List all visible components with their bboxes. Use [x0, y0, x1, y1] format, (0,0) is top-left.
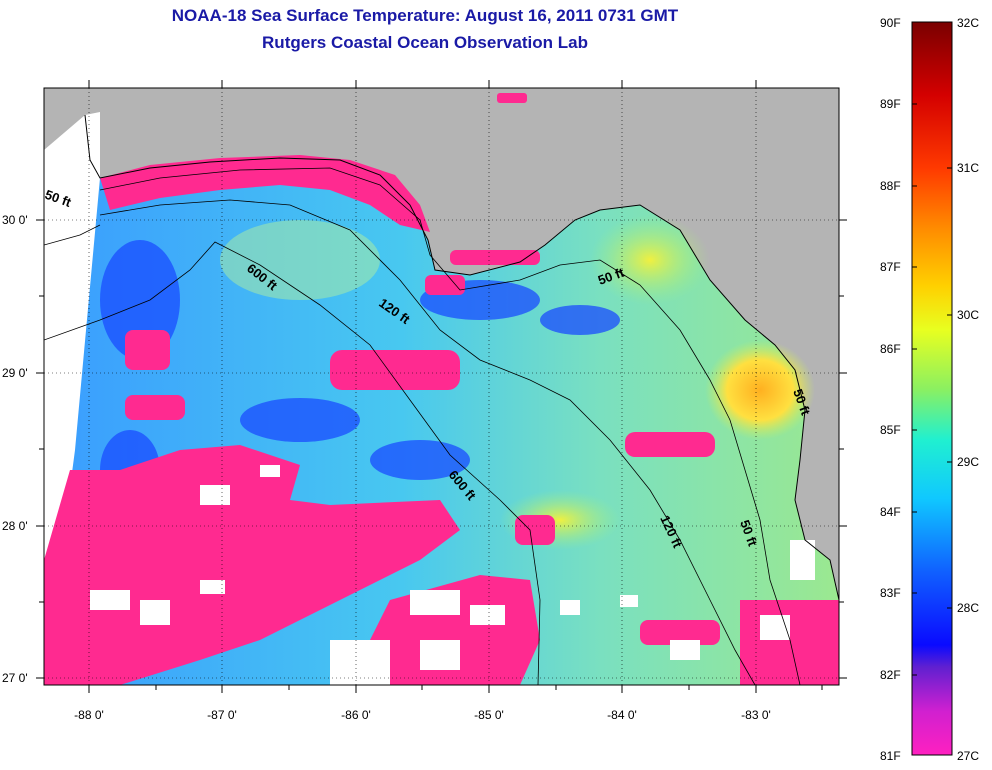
celsius-label: 32C — [957, 16, 979, 30]
lat-tick-label: 27 0' — [2, 671, 28, 685]
sst-map: -88 0' -87 0' -86 0' -85 0' -84 0' -83 0… — [2, 80, 847, 722]
contour-50ft — [99, 167, 801, 685]
celsius-scale: 32C 31C 30C 29C 28C 27C — [957, 16, 979, 763]
fahrenheit-label: 88F — [880, 179, 901, 193]
fahrenheit-label: 86F — [880, 342, 901, 356]
lon-tick-label: -85 0' — [474, 708, 504, 722]
longitude-labels: -88 0' -87 0' -86 0' -85 0' -84 0' -83 0… — [74, 708, 771, 722]
map-subtitle: Rutgers Coastal Ocean Observation Lab — [262, 33, 588, 52]
lon-tick-label: -88 0' — [74, 708, 104, 722]
celsius-label: 31C — [957, 161, 979, 175]
latitude-labels: 30 0' 29 0' 28 0' 27 0' — [2, 213, 28, 685]
lat-tick-label: 29 0' — [2, 366, 28, 380]
fahrenheit-label: 81F — [880, 749, 901, 763]
celsius-ticks — [947, 167, 952, 609]
fahrenheit-label: 87F — [880, 260, 901, 274]
color-bar — [911, 21, 953, 756]
lon-tick-label: -84 0' — [607, 708, 637, 722]
axis-ticks — [36, 80, 847, 693]
fahrenheit-label: 82F — [880, 668, 901, 682]
warm-water-patch — [220, 220, 380, 300]
celsius-label: 29C — [957, 455, 979, 469]
contour-600ft — [44, 241, 541, 685]
fahrenheit-scale: 90F 89F 88F 87F 86F 85F 84F 83F 82F 81F — [880, 16, 901, 763]
fahrenheit-ticks — [912, 103, 917, 676]
fahrenheit-label: 84F — [880, 505, 901, 519]
lon-tick-label: -83 0' — [741, 708, 771, 722]
fahrenheit-label: 83F — [880, 586, 901, 600]
lon-tick-label: -86 0' — [341, 708, 371, 722]
celsius-label: 28C — [957, 601, 979, 615]
fahrenheit-label: 90F — [880, 16, 901, 30]
lon-tick-label: -87 0' — [207, 708, 237, 722]
contour-120ft — [99, 199, 756, 685]
no-data-speckles — [90, 465, 815, 685]
map-title: NOAA-18 Sea Surface Temperature: August … — [171, 6, 679, 25]
lat-tick-label: 30 0' — [2, 213, 28, 227]
lat-tick-label: 28 0' — [2, 519, 28, 533]
contour-600ft-west — [44, 224, 101, 246]
celsius-label: 30C — [957, 308, 979, 322]
celsius-label: 27C — [957, 749, 979, 763]
fahrenheit-label: 85F — [880, 423, 901, 437]
fahrenheit-label: 89F — [880, 97, 901, 111]
warm-water-patch — [590, 215, 710, 305]
warm-water-patch — [705, 340, 815, 440]
map-frame — [43, 87, 840, 686]
coastline — [84, 114, 839, 601]
graticule — [44, 88, 839, 685]
